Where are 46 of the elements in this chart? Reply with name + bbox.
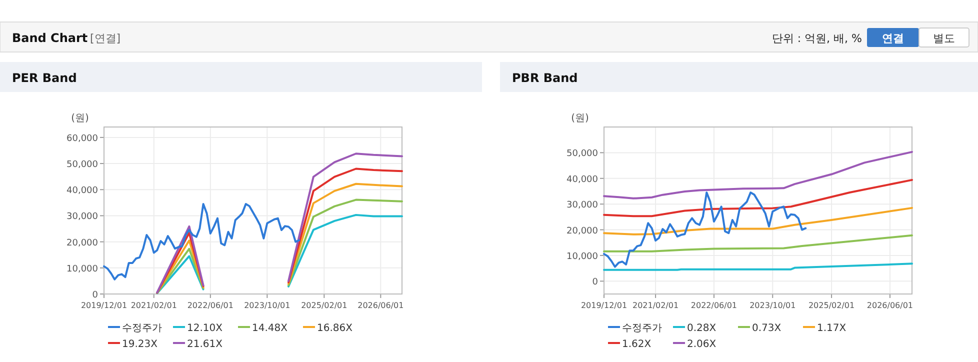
x-tick-label: 2023/10/01 <box>244 301 290 310</box>
text: [연결] <box>90 32 121 45</box>
y-tick-label: 40,000 <box>66 186 98 196</box>
y-tick-label: 0 <box>92 290 98 300</box>
legend-label: 1.62X <box>622 339 652 350</box>
y-tick-label: 50,000 <box>66 160 98 170</box>
y-tick-label: 40,000 <box>566 174 598 185</box>
x-tick-label: 2022/06/01 <box>187 301 234 310</box>
legend-label: 14.48X <box>252 323 288 334</box>
y-tick-label: 20,000 <box>66 238 98 248</box>
x-tick-label: 2019/12/01 <box>580 301 628 310</box>
legend-label: 1.17X <box>817 323 846 334</box>
y-tick-label: 50,000 <box>566 149 598 160</box>
x-tick-label: 2026/06/01 <box>358 301 404 310</box>
x-tick-label: 2023/10/01 <box>750 301 796 310</box>
y-tick-label: 30,000 <box>566 200 598 211</box>
chart-title: PER Band <box>12 71 77 85</box>
y-tick-label: 20,000 <box>566 226 598 236</box>
y-tick-label: 60,000 <box>66 134 98 144</box>
y-tick-label: 10,000 <box>566 252 598 262</box>
legend-label: 2.06X <box>687 339 716 350</box>
y-axis-title: (원) <box>571 113 589 124</box>
x-tick-label: 2019/12/01 <box>80 301 128 310</box>
legend-label: 0.73X <box>752 323 782 334</box>
x-tick-label: 2025/02/01 <box>808 301 855 310</box>
x-tick-label: 2021/02/01 <box>632 301 679 310</box>
legend-label: 수정주가 <box>122 323 162 334</box>
legend-label: 수정주가 <box>622 323 662 334</box>
y-tick-label: 0 <box>592 278 598 288</box>
y-axis-title: (원) <box>71 113 89 124</box>
y-tick-label: 10,000 <box>66 264 98 274</box>
legend-label: 16.86X <box>317 323 353 334</box>
text: 단위 : 억원, 배, % <box>772 32 862 45</box>
x-tick-label: 2021/02/01 <box>130 301 177 310</box>
y-tick-label: 30,000 <box>66 212 98 222</box>
legend-label: 0.28X <box>687 323 716 334</box>
text: 연결 <box>882 32 904 45</box>
x-tick-label: 2026/06/01 <box>866 301 914 310</box>
text: Band Chart <box>12 31 88 45</box>
legend-label: 19.23X <box>122 339 158 350</box>
legend-label: 21.61X <box>187 339 223 350</box>
x-tick-label: 2025/02/01 <box>301 301 348 310</box>
x-tick-label: 2022/06/01 <box>690 301 738 310</box>
chart-title: PBR Band <box>512 71 578 85</box>
legend-label: 12.10X <box>187 323 223 334</box>
text: 별도 <box>933 32 955 45</box>
